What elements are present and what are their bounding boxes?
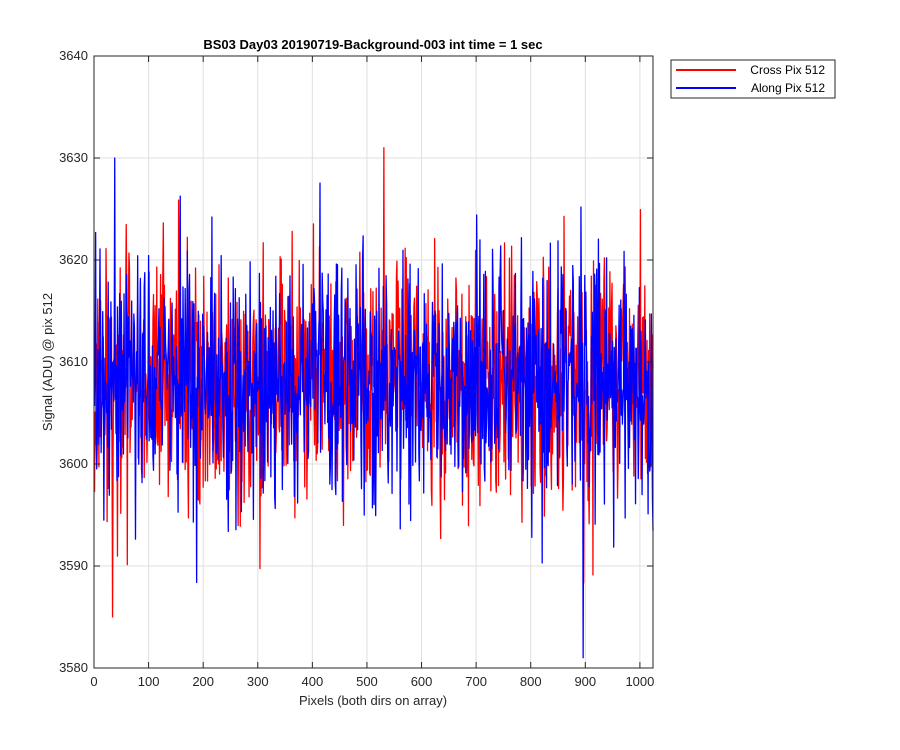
- y-tick-label: 3590: [59, 558, 88, 573]
- legend-label-cross: Cross Pix 512: [750, 63, 825, 77]
- y-tick-label: 3620: [59, 252, 88, 267]
- legend-label-along: Along Pix 512: [751, 81, 825, 95]
- x-tick-label: 700: [465, 674, 487, 689]
- legend: Cross Pix 512 Along Pix 512: [670, 59, 836, 99]
- x-tick-label: 500: [356, 674, 378, 689]
- x-tick-label: 300: [247, 674, 269, 689]
- chart-title: BS03 Day03 20190719-Background-003 int t…: [203, 37, 542, 52]
- y-tick-label: 3610: [59, 354, 88, 369]
- x-tick-label: 400: [302, 674, 324, 689]
- x-tick-label: 600: [411, 674, 433, 689]
- y-tick-label: 3600: [59, 456, 88, 471]
- y-tick-label: 3580: [59, 660, 88, 675]
- y-axis-label: Signal (ADU) @ pix 512: [40, 293, 55, 431]
- x-tick-label: 800: [520, 674, 542, 689]
- x-tick-label: 200: [192, 674, 214, 689]
- y-tick-label: 3630: [59, 150, 88, 165]
- y-tick-label: 3640: [59, 48, 88, 63]
- series-layer: [93, 147, 654, 659]
- x-tick-label: 1000: [625, 674, 654, 689]
- legend-box: [670, 59, 836, 99]
- ticks: 0 100 200 300 400 500 600 700 800 900 1000 3580 3590…: [59, 48, 654, 689]
- x-tick-label: 100: [138, 674, 160, 689]
- x-tick-label: 0: [90, 674, 97, 689]
- series-line-along-pix-512: [93, 157, 654, 659]
- x-tick-label: 900: [574, 674, 596, 689]
- x-axis-label: Pixels (both dirs on array): [299, 693, 447, 708]
